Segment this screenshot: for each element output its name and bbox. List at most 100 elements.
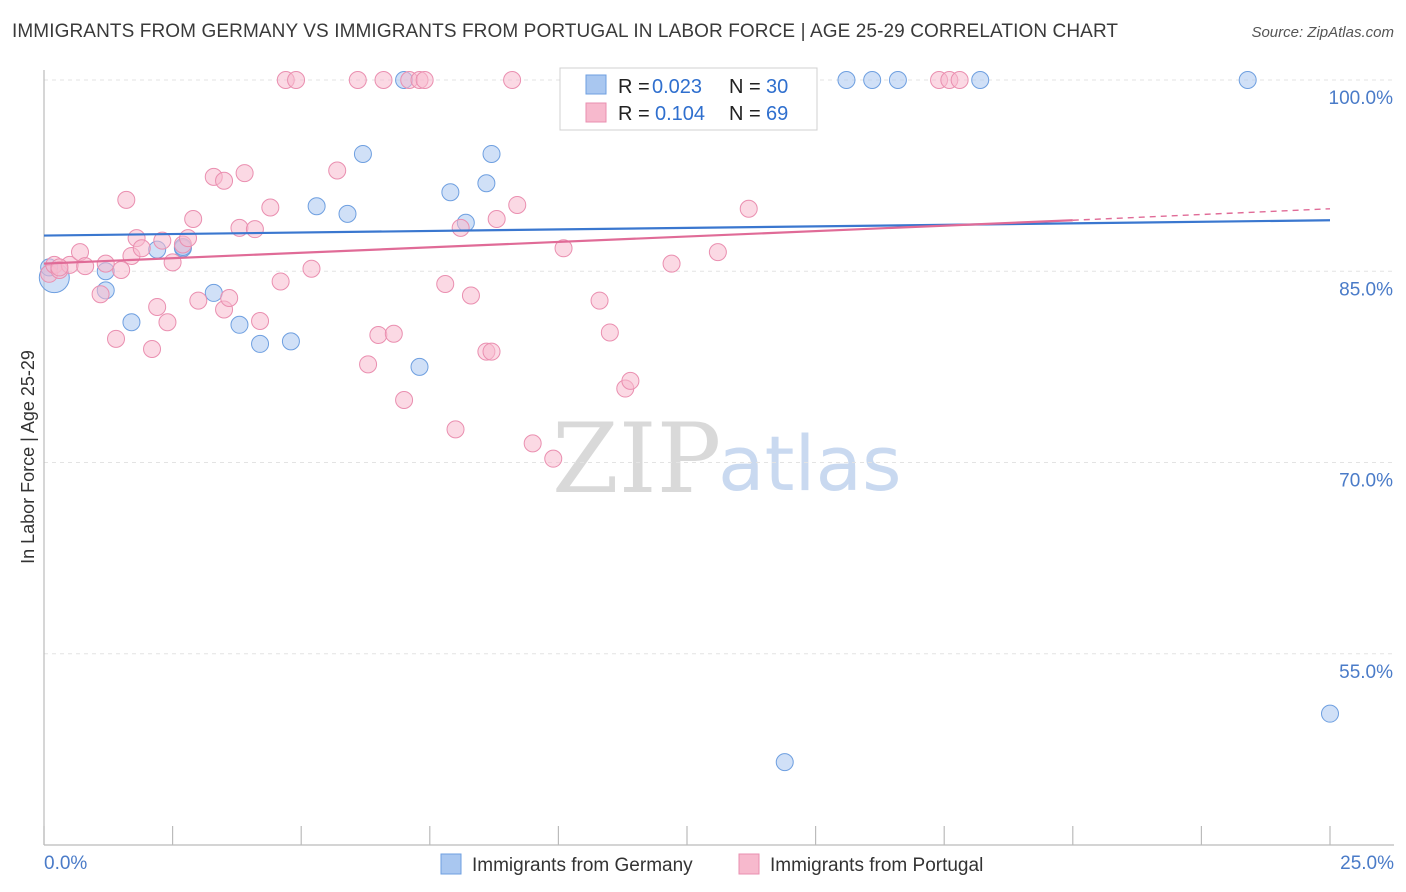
- point-portugal-28: [235, 164, 254, 183]
- series-portugal-points: [40, 71, 969, 468]
- point-portugal-35: [302, 259, 321, 278]
- point-portugal-15: [148, 297, 167, 316]
- x-tick-label-max: 25.0%: [1340, 853, 1394, 874]
- point-portugal-66: [950, 71, 969, 89]
- watermark: ZIP atlas: [552, 403, 902, 515]
- point-portugal-63: [739, 199, 758, 218]
- y-tick-labels: 100.0% 85.0% 70.0% 55.0%: [1329, 88, 1394, 683]
- legend-n-label-germany: N =: [729, 76, 761, 98]
- point-portugal-6: [91, 285, 110, 304]
- point-portugal-14: [143, 340, 162, 359]
- point-portugal-8: [107, 329, 126, 348]
- legend-r-value-germany: 0.023: [652, 76, 702, 98]
- series-legend-swatch-portugal: [738, 853, 760, 875]
- point-germany-11: [338, 204, 357, 223]
- point-portugal-56: [554, 239, 573, 258]
- legend-swatch-portugal: [585, 102, 607, 123]
- point-germany-26: [1238, 71, 1257, 89]
- point-germany-9: [281, 332, 300, 351]
- point-portugal-51: [487, 209, 506, 228]
- point-portugal-24: [215, 171, 234, 190]
- point-portugal-13: [132, 239, 151, 258]
- point-portugal-22: [189, 291, 208, 310]
- point-portugal-36: [328, 161, 347, 180]
- point-portugal-47: [451, 218, 470, 237]
- point-portugal-46: [446, 420, 465, 439]
- chart-source: Source: ZipAtlas.com: [1251, 24, 1394, 41]
- watermark-atlas: atlas: [718, 419, 902, 508]
- point-germany-22: [837, 71, 856, 89]
- point-portugal-48: [461, 286, 480, 305]
- point-germany-8: [251, 334, 270, 353]
- legend-r-value-portugal: 0.104: [655, 103, 705, 125]
- x-ticks: [43, 826, 1331, 845]
- legend-n-value-germany: 30: [766, 76, 788, 98]
- point-germany-10: [307, 197, 326, 216]
- trend-lines: [43, 208, 1331, 265]
- point-portugal-60: [621, 371, 640, 390]
- point-portugal-34: [287, 71, 306, 89]
- point-portugal-29: [245, 220, 264, 239]
- point-germany-12: [353, 144, 372, 163]
- point-germany-23: [863, 71, 882, 89]
- point-portugal-42: [395, 391, 414, 410]
- y-tick-label-2: 70.0%: [1339, 471, 1393, 492]
- legend-n-value-portugal: 69: [766, 103, 788, 125]
- legend-r-label-portugal: R =: [618, 103, 650, 125]
- legend-swatch-germany: [585, 74, 607, 95]
- y-tick-label-3: 55.0%: [1339, 662, 1393, 683]
- point-germany-14: [410, 357, 429, 376]
- point-portugal-57: [590, 291, 609, 310]
- watermark-zip: ZIP: [552, 403, 721, 515]
- point-portugal-10: [117, 190, 136, 209]
- point-portugal-68: [50, 258, 69, 277]
- point-portugal-45: [436, 275, 455, 293]
- point-portugal-7: [96, 254, 115, 273]
- point-portugal-53: [508, 195, 527, 214]
- point-germany-7: [230, 315, 249, 334]
- y-axis-label: In Labor Force | Age 25-29: [18, 350, 38, 564]
- chart-title: IMMIGRANTS FROM GERMANY VS IMMIGRANTS FR…: [12, 21, 1119, 42]
- legend-r-label-germany: R =: [618, 76, 650, 98]
- correlation-legend: R = 0.023 N = 30 R = 0.104 N = 69: [559, 67, 818, 131]
- point-germany-6: [204, 283, 223, 302]
- point-portugal-30: [251, 311, 270, 330]
- point-germany-18: [482, 144, 501, 163]
- axes: [43, 70, 1394, 846]
- series-legend-label-germany: Immigrants from Germany: [472, 855, 693, 876]
- point-portugal-16: [153, 231, 172, 250]
- trend-line-portugal-extension: [1072, 208, 1331, 221]
- point-portugal-9: [112, 260, 131, 279]
- point-portugal-20: [179, 229, 198, 248]
- series-legend-label-portugal: Immigrants from Portugal: [770, 855, 983, 876]
- point-portugal-39: [369, 326, 388, 344]
- y-tick-label-0: 100.0%: [1329, 88, 1394, 109]
- trend-line-germany: [43, 219, 1331, 237]
- point-portugal-62: [708, 243, 727, 262]
- point-portugal-55: [544, 449, 563, 468]
- point-germany-25: [971, 71, 990, 89]
- point-portugal-5: [76, 257, 95, 276]
- point-germany-15: [441, 183, 460, 202]
- point-portugal-21: [184, 209, 203, 228]
- point-portugal-61: [662, 254, 681, 273]
- point-portugal-41: [384, 324, 403, 343]
- point-portugal-54: [523, 434, 542, 453]
- point-portugal-40: [374, 71, 393, 89]
- point-portugal-32: [271, 272, 290, 291]
- point-portugal-67: [415, 71, 434, 89]
- point-portugal-18: [163, 253, 182, 272]
- legend-n-label-portugal: N =: [729, 103, 761, 125]
- point-portugal-37: [348, 71, 367, 89]
- point-portugal-26: [220, 289, 239, 308]
- point-germany-3: [122, 313, 141, 332]
- point-portugal-17: [158, 313, 177, 332]
- point-portugal-38: [359, 355, 378, 374]
- point-germany-24: [888, 71, 907, 89]
- y-tick-label-1: 85.0%: [1339, 279, 1393, 300]
- series-legend: Immigrants from Germany Immigrants from …: [440, 853, 983, 876]
- point-portugal-52: [503, 71, 522, 89]
- trend-line-portugal: [43, 219, 1073, 265]
- point-portugal-50: [482, 342, 501, 361]
